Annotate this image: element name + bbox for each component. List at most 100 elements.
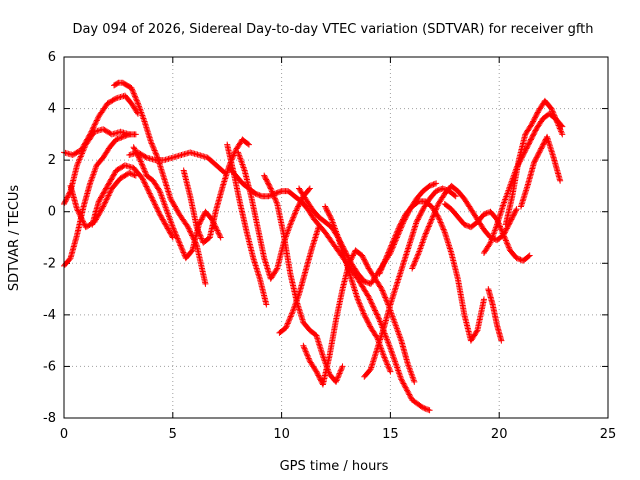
data-point bbox=[163, 222, 170, 229]
data-point bbox=[381, 354, 388, 361]
series-trace-9 bbox=[180, 136, 252, 246]
data-point bbox=[66, 256, 73, 263]
data-point bbox=[287, 313, 294, 320]
data-point bbox=[275, 189, 282, 196]
data-point bbox=[129, 86, 136, 93]
x-tick-label: 25 bbox=[600, 427, 617, 442]
data-point bbox=[95, 198, 102, 205]
data-point bbox=[289, 217, 296, 224]
data-point bbox=[381, 291, 388, 298]
x-tick-label: 10 bbox=[273, 427, 290, 442]
data-point bbox=[296, 200, 303, 207]
data-point bbox=[397, 221, 404, 228]
data-point bbox=[400, 380, 407, 387]
data-point bbox=[376, 270, 383, 277]
data-point bbox=[282, 324, 289, 331]
data-point bbox=[87, 131, 94, 138]
data-point bbox=[531, 128, 538, 135]
data-point bbox=[314, 369, 321, 376]
data-point bbox=[549, 106, 556, 113]
data-point bbox=[135, 153, 142, 160]
data-point bbox=[284, 321, 291, 328]
data-point bbox=[505, 244, 512, 251]
data-point bbox=[516, 256, 523, 263]
data-point bbox=[90, 124, 97, 131]
data-point bbox=[216, 231, 223, 238]
data-point bbox=[117, 134, 124, 141]
data-point bbox=[327, 213, 334, 220]
data-point bbox=[107, 177, 114, 184]
data-point bbox=[510, 212, 517, 219]
data-point bbox=[142, 169, 149, 176]
data-point bbox=[84, 136, 91, 143]
data-point bbox=[263, 176, 270, 183]
data-point bbox=[558, 129, 565, 136]
data-point bbox=[377, 267, 384, 274]
data-point bbox=[372, 308, 379, 315]
data-point bbox=[288, 310, 295, 317]
data-point bbox=[434, 187, 441, 194]
data-point bbox=[119, 133, 126, 140]
data-point bbox=[553, 116, 560, 123]
data-point bbox=[551, 112, 558, 119]
data-point bbox=[94, 116, 101, 123]
data-point bbox=[501, 233, 508, 240]
data-point bbox=[480, 296, 487, 303]
data-point bbox=[392, 232, 399, 239]
data-point bbox=[390, 236, 397, 243]
data-point bbox=[387, 243, 394, 250]
data-point bbox=[401, 381, 408, 388]
data-point bbox=[509, 213, 516, 220]
data-point bbox=[502, 236, 509, 243]
data-point bbox=[288, 312, 295, 319]
data-point bbox=[172, 231, 179, 238]
data-point bbox=[425, 223, 432, 230]
data-point bbox=[397, 373, 404, 380]
data-point bbox=[431, 180, 438, 187]
data-point bbox=[385, 362, 392, 369]
data-point bbox=[170, 226, 177, 233]
data-point bbox=[396, 224, 403, 231]
series-trace-12 bbox=[235, 149, 313, 282]
series-trace-18 bbox=[361, 185, 459, 380]
data-point bbox=[540, 141, 547, 148]
data-point bbox=[394, 226, 401, 233]
data-point bbox=[383, 253, 390, 260]
data-point bbox=[374, 312, 381, 319]
data-point bbox=[461, 221, 468, 228]
data-point bbox=[317, 376, 324, 383]
data-point bbox=[397, 374, 404, 381]
data-point bbox=[167, 230, 174, 237]
data-point bbox=[174, 235, 181, 242]
data-point bbox=[399, 377, 406, 384]
data-point bbox=[274, 189, 281, 196]
data-point bbox=[151, 146, 158, 153]
data-point bbox=[426, 407, 433, 414]
data-point bbox=[529, 119, 536, 126]
data-point bbox=[93, 117, 100, 124]
data-point bbox=[498, 337, 505, 344]
data-point bbox=[392, 360, 399, 367]
data-point bbox=[322, 203, 329, 210]
data-point bbox=[177, 242, 184, 249]
data-point bbox=[337, 369, 344, 376]
data-point bbox=[433, 205, 440, 212]
series-trace-8 bbox=[130, 144, 224, 262]
data-point bbox=[379, 288, 386, 295]
data-point bbox=[436, 216, 443, 223]
series-trace-11 bbox=[226, 164, 433, 414]
data-point bbox=[396, 371, 403, 378]
data-point bbox=[305, 186, 312, 193]
series-trace-14 bbox=[276, 224, 322, 336]
data-point bbox=[528, 121, 535, 128]
data-point bbox=[197, 234, 204, 241]
y-tick-label: 2 bbox=[48, 153, 56, 168]
data-point bbox=[170, 200, 177, 207]
data-point bbox=[99, 191, 106, 198]
series-trace-21 bbox=[441, 200, 533, 264]
data-point bbox=[215, 230, 222, 237]
data-point bbox=[384, 337, 391, 344]
data-point bbox=[326, 211, 333, 218]
data-point bbox=[531, 115, 538, 122]
